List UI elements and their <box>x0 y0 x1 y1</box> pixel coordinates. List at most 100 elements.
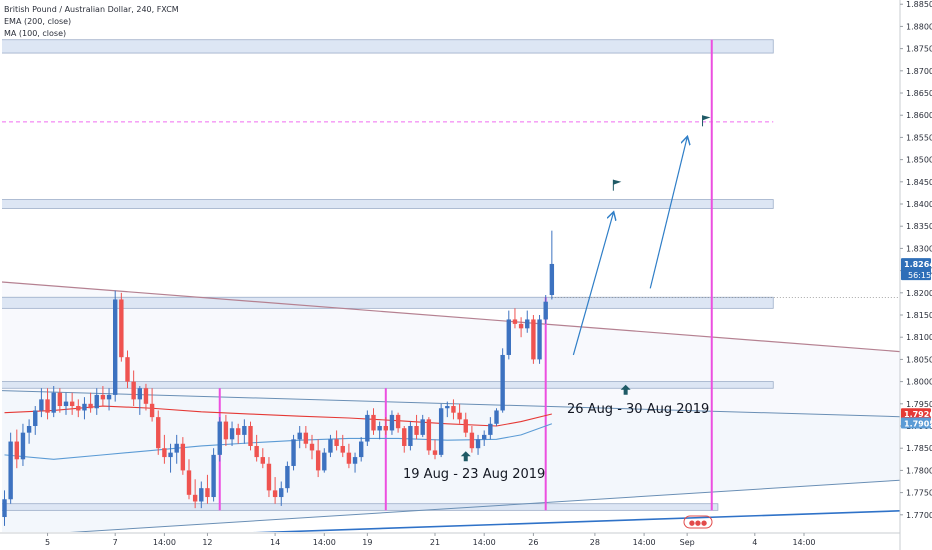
candle-body <box>162 448 167 458</box>
candle <box>414 414 419 440</box>
candle <box>291 434 296 471</box>
candle-body <box>543 301 548 320</box>
candle-body <box>389 414 395 431</box>
candle-body <box>199 488 204 502</box>
candle-body <box>285 465 290 489</box>
week-label-aug19: 19 Aug - 23 Aug 2019 <box>403 467 546 482</box>
svg-text:●●●: ●●● <box>689 519 707 527</box>
candle-body <box>352 457 358 464</box>
candle-body <box>20 432 26 460</box>
candle <box>51 386 56 418</box>
candle-body <box>76 406 81 411</box>
x-tick-label: 12 <box>202 538 212 547</box>
y-tick-label: 1.84500 <box>906 178 932 187</box>
candle-body <box>426 419 432 451</box>
candle-body <box>359 441 364 458</box>
candle <box>69 392 75 415</box>
candle-body <box>137 388 142 400</box>
candle <box>371 408 376 435</box>
ma-price-badge <box>901 417 931 429</box>
candle <box>260 448 265 469</box>
candle <box>211 448 216 502</box>
candle-body <box>309 443 315 451</box>
x-tick-label: 14:00 <box>473 538 496 547</box>
candle <box>285 461 290 493</box>
y-tick-label: 1.81000 <box>906 333 932 342</box>
candle <box>82 397 87 420</box>
candle-body <box>408 426 413 446</box>
candle-body <box>291 439 296 466</box>
y-tick-label: 1.87500 <box>906 45 932 54</box>
candle-body <box>328 439 333 453</box>
candle-body <box>463 419 468 433</box>
candle <box>488 417 493 440</box>
candle <box>174 434 179 464</box>
candle <box>57 388 63 413</box>
candle <box>340 434 345 458</box>
candle-body <box>395 414 401 429</box>
candle <box>149 388 155 422</box>
candle-body <box>518 323 524 329</box>
candle <box>186 459 192 500</box>
candle-body <box>260 457 265 464</box>
candle-body <box>2 499 7 518</box>
y-tick-label: 1.88000 <box>906 22 932 31</box>
symbol-title[interactable]: British Pound / Australian Dollar, 240, … <box>4 5 179 14</box>
candle <box>525 310 530 333</box>
y-tick-label: 1.87000 <box>906 67 932 76</box>
x-tick-label: Sep <box>680 538 695 547</box>
candle-body <box>506 319 511 355</box>
candle <box>2 490 7 526</box>
candle <box>432 439 438 460</box>
candle-body <box>211 454 216 498</box>
candle-body <box>254 445 259 458</box>
candle <box>88 392 93 413</box>
y-tick-label: 1.83500 <box>906 222 932 231</box>
y-tick-label: 1.82000 <box>906 289 932 298</box>
candle-body <box>482 434 487 440</box>
y-tick-label: 1.77000 <box>906 511 932 520</box>
candle-body <box>131 381 136 400</box>
candle-body <box>475 439 481 449</box>
candle <box>217 417 222 462</box>
support-zone <box>2 39 774 54</box>
candle <box>426 417 432 455</box>
candle-body <box>51 392 56 413</box>
candle-body <box>69 401 75 407</box>
candle-body <box>113 299 118 395</box>
candle <box>236 423 241 444</box>
candle-body <box>26 426 32 433</box>
x-tick-label: 21 <box>430 538 440 547</box>
candle-body <box>279 488 284 498</box>
candle <box>45 388 50 420</box>
candle <box>26 419 32 444</box>
x-tick-label: 14:00 <box>313 538 336 547</box>
candle-body <box>100 394 106 400</box>
candle <box>242 419 247 444</box>
y-tick-label: 1.77500 <box>906 489 932 498</box>
candle <box>438 403 444 458</box>
candle <box>39 388 44 418</box>
y-tick-label: 1.78500 <box>906 444 932 453</box>
candle <box>500 348 505 413</box>
candle <box>303 426 309 449</box>
candle-body <box>248 426 253 446</box>
x-tick-label: 14 <box>270 538 280 547</box>
candle <box>125 350 130 389</box>
y-tick-label: 1.80000 <box>906 378 932 387</box>
flag-icon <box>612 179 622 191</box>
ema-legend[interactable]: EMA (200, close) <box>4 17 72 26</box>
candle <box>365 410 370 446</box>
candle <box>168 443 173 473</box>
candle <box>402 426 407 453</box>
candle <box>506 310 511 360</box>
candle <box>457 403 462 424</box>
candle-body <box>45 399 50 413</box>
candle-body <box>365 414 370 442</box>
candle-body <box>371 414 376 431</box>
candle-body <box>125 357 130 382</box>
candle-body <box>149 403 155 418</box>
ma-legend[interactable]: MA (100, close) <box>4 29 67 38</box>
